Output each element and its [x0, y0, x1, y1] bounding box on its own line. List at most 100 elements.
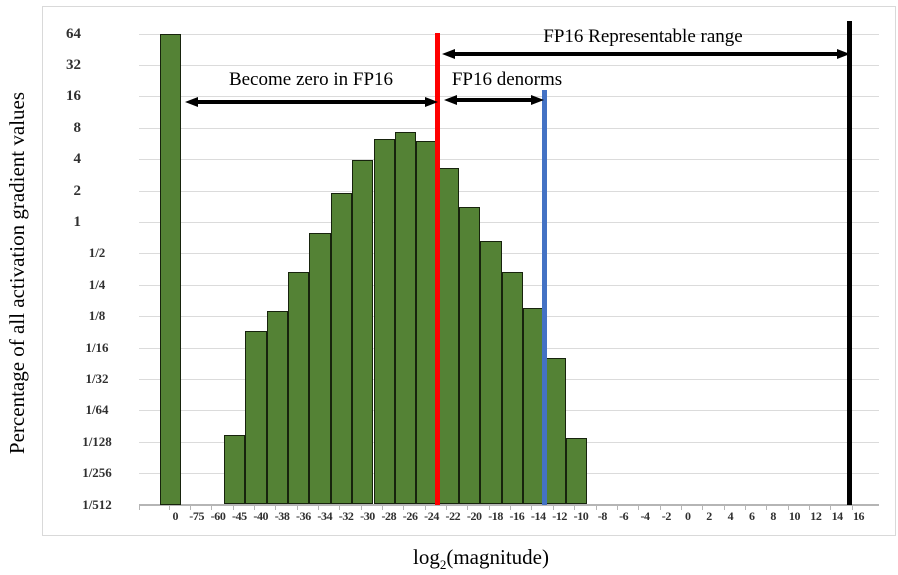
x-tick-label: 16: [852, 509, 865, 523]
y-tick-label: 1/4: [88, 276, 106, 292]
x-tick-label: -2: [661, 509, 672, 523]
fp16-denorms-arrow-line: [453, 98, 535, 102]
axis-tick: [275, 504, 277, 510]
x-axis-line: [138, 504, 879, 506]
x-tick-label: -8: [597, 509, 608, 523]
axis-tick: [574, 504, 576, 510]
x-tick-label: -14: [530, 509, 546, 523]
y-tick-label: 8: [73, 119, 82, 136]
y-axis-title: Percentage of all activation gradient va…: [5, 91, 29, 455]
y-tick-label: 1/64: [85, 402, 109, 418]
x-tick-label: -34: [317, 509, 333, 523]
histogram-bar: [224, 435, 246, 505]
x-axis-title-subscript: 2: [439, 557, 447, 573]
axis-tick: [744, 504, 746, 510]
axis-tick: [638, 504, 640, 510]
axis-tick: [809, 504, 810, 510]
x-tick-label: -38: [274, 509, 290, 523]
x-tick-label: -32: [338, 509, 354, 523]
x-tick-label: 6: [748, 509, 755, 523]
histogram-bar: [309, 233, 331, 505]
y-tick-label: 1/256: [82, 465, 112, 481]
x-tick-label: -6: [619, 509, 629, 523]
x-tick-label: 0: [172, 509, 179, 523]
become-zero-arrowhead-left: [184, 96, 198, 107]
x-tick-label: -18: [488, 509, 503, 523]
y-tick-label: 1/8: [88, 308, 106, 324]
x-tick-label: -26: [402, 509, 418, 523]
x-tick-label: -60: [210, 509, 226, 523]
histogram-bar: [160, 33, 182, 505]
axis-tick: [403, 504, 405, 510]
fp16-range-arrow-line: [451, 52, 840, 56]
axis-tick: [510, 504, 512, 510]
gridline: [138, 64, 879, 66]
axis-tick: [296, 504, 298, 510]
y-tick-label: 1/512: [82, 496, 112, 512]
axis-tick: [531, 504, 533, 510]
axis-tick: [595, 504, 597, 510]
y-tick-label: 2: [73, 182, 82, 199]
gridline: [138, 221, 879, 223]
x-tick-label: -30: [360, 509, 375, 523]
axis-tick: [488, 504, 490, 510]
axis-tick: [382, 504, 383, 510]
x-tick-label: -36: [296, 509, 311, 523]
x-tick-label: -20: [466, 509, 482, 523]
histogram-bar: [394, 132, 417, 505]
x-tick-label: -28: [381, 509, 397, 523]
x-tick-label: -75: [189, 509, 205, 523]
axis-tick: [830, 504, 832, 510]
axis-tick: [467, 504, 469, 510]
x-axis-title-base: log: [413, 545, 440, 569]
x-tick-label: -4: [640, 509, 650, 523]
y-tick-label: 32: [66, 56, 81, 73]
axis-tick: [616, 504, 618, 510]
x-tick-label: 2: [706, 509, 712, 523]
histogram-bar: [330, 192, 353, 505]
gridline: [138, 190, 879, 192]
gridline: [138, 159, 879, 161]
become-zero-label: Become zero in FP16: [228, 69, 394, 90]
become-zero-arrowhead-right: [424, 96, 438, 107]
blue-vline-at-minus-14: [541, 90, 547, 505]
histogram-bar: [458, 206, 481, 505]
axis-tick: [232, 504, 234, 510]
become-zero-arrow-line: [194, 100, 428, 104]
histogram-bar: [565, 437, 587, 505]
histogram-bar: [501, 272, 523, 505]
axis-tick: [723, 504, 725, 510]
black-vline-fp16-max: [846, 21, 853, 505]
histogram-bar: [437, 167, 459, 505]
y-tick-label: 1/32: [85, 370, 109, 386]
x-tick-label: 8: [770, 509, 776, 523]
histogram-bar: [544, 357, 566, 505]
axis-tick: [211, 504, 213, 510]
x-tick-label: -40: [253, 509, 269, 523]
axis-tick: [787, 504, 789, 510]
histogram-bar: [480, 241, 502, 505]
y-tick-label: 1/2: [88, 245, 106, 261]
axis-tick: [360, 504, 362, 510]
x-tick-label: 4: [727, 509, 734, 523]
histogram-bar: [288, 272, 310, 505]
gridline: [138, 96, 879, 98]
x-tick-label: -22: [445, 509, 461, 523]
axis-tick: [446, 504, 448, 510]
x-axis-title-rest: (magnitude): [446, 545, 549, 569]
x-tick-label: 10: [788, 509, 801, 523]
fp16-denorms-arrowhead-left: [443, 94, 457, 105]
axis-tick: [168, 504, 170, 510]
x-tick-label: 12: [810, 509, 822, 523]
axis-tick: [552, 504, 554, 510]
fp16-range-label: FP16 Representable range: [543, 26, 743, 47]
y-tick-label: 1: [73, 213, 82, 230]
histogram-bar: [352, 160, 374, 505]
y-tick-label: 64: [66, 25, 81, 42]
histogram-bar: [266, 310, 289, 505]
x-axis-title: log2(magnitude): [281, 544, 681, 573]
axis-tick: [659, 504, 661, 510]
x-tick-label: -24: [424, 509, 439, 523]
